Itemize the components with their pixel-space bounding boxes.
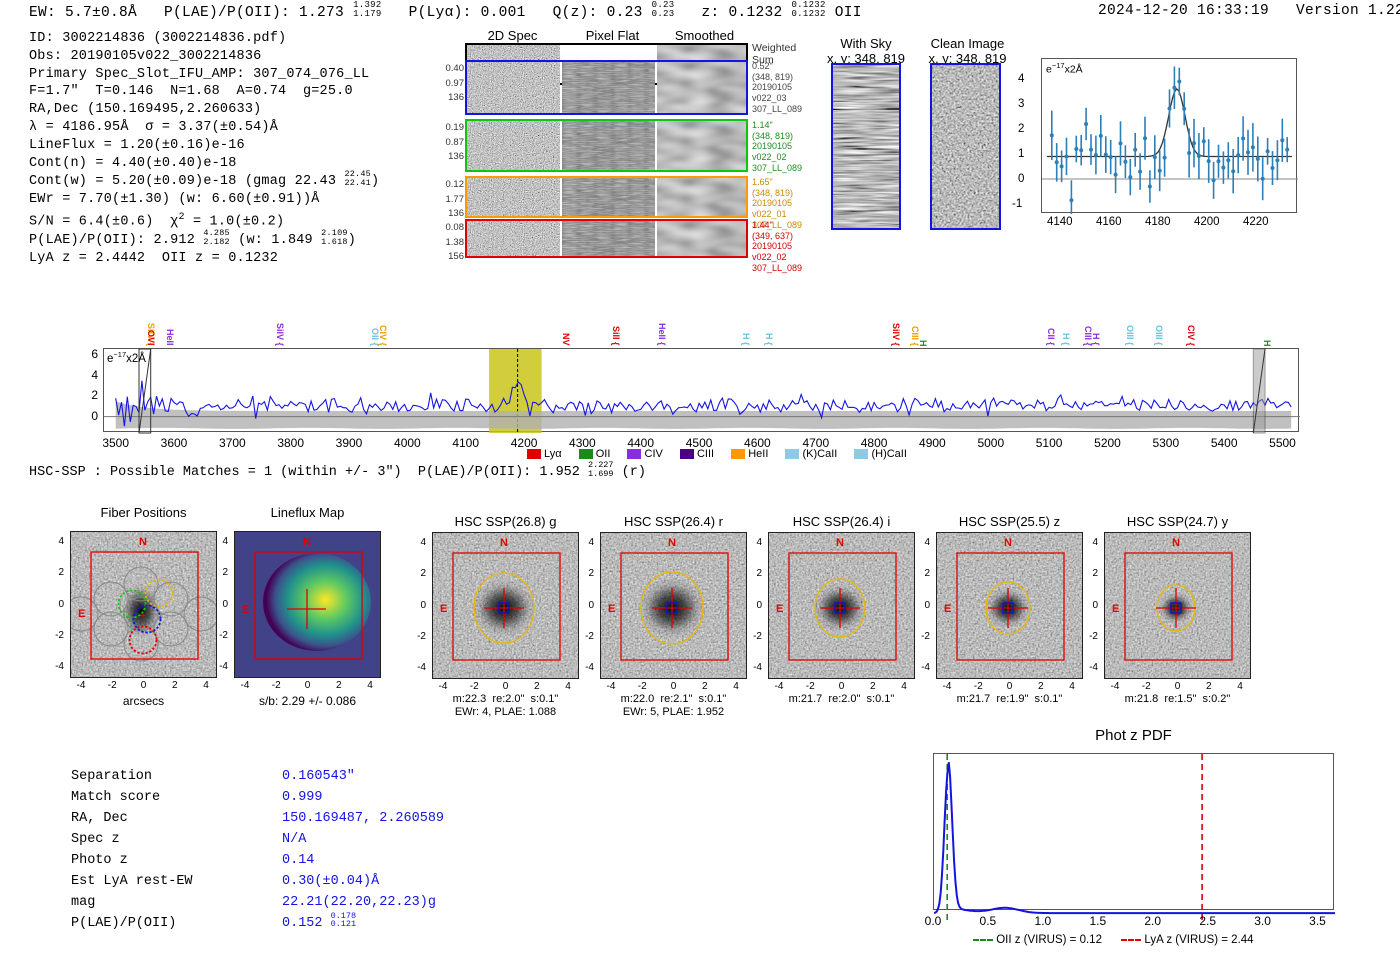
svg-text:N: N [1172,537,1180,549]
svg-text:N: N [500,537,508,549]
svg-text:N: N [1004,537,1012,549]
svg-text:E: E [78,608,85,620]
svg-text:+: + [140,612,146,623]
svg-text:N: N [303,536,311,548]
svg-text:E: E [776,603,783,615]
svg-text:E: E [944,603,951,615]
svg-text:E: E [440,603,447,615]
svg-text:E: E [242,604,249,616]
svg-text:N: N [836,537,844,549]
svg-text:N: N [668,537,676,549]
svg-text:E: E [1112,603,1119,615]
svg-text:N: N [139,536,147,548]
svg-text:E: E [608,603,615,615]
